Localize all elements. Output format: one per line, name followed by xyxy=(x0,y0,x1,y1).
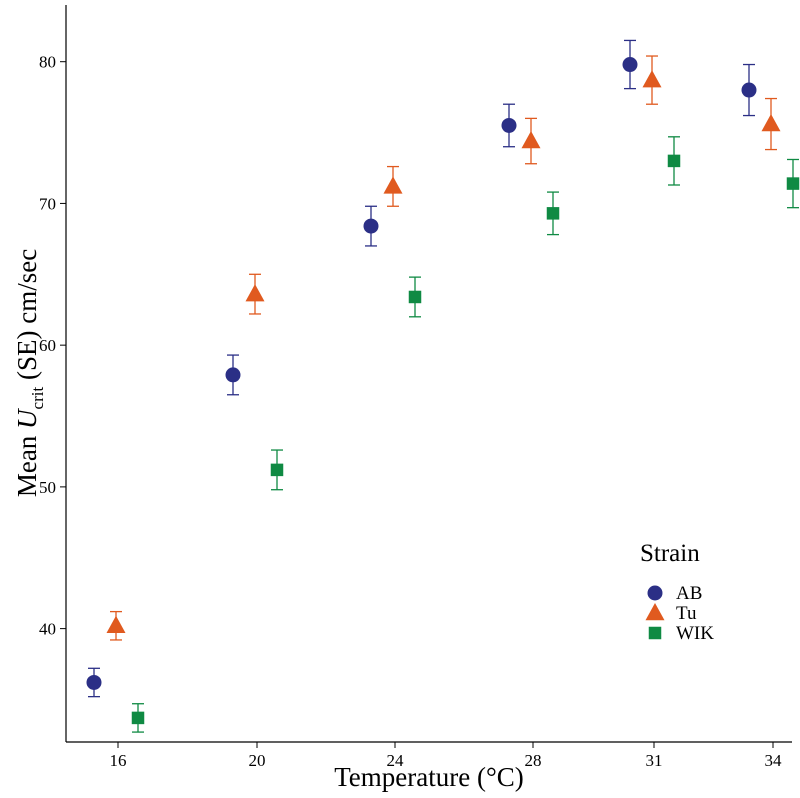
series-tu xyxy=(106,55,781,641)
y-axis-title-symbol: U xyxy=(12,408,42,429)
data-point-ab xyxy=(501,117,517,133)
data-point-wik xyxy=(667,154,681,168)
legend-label-ab: AB xyxy=(676,583,702,604)
x-tick-label: 24 xyxy=(387,751,405,770)
y-tick-label: 50 xyxy=(39,478,56,497)
x-ticks: 16 20 24 28 31 34 xyxy=(110,742,783,770)
data-point-ab xyxy=(363,218,379,234)
legend-marker-tu xyxy=(645,603,665,621)
data-point-ab xyxy=(86,674,102,690)
x-tick-label: 16 xyxy=(110,751,127,770)
x-axis-title: Temperature (°C) xyxy=(334,762,524,792)
data-point-wik xyxy=(270,463,284,477)
data-point-tu xyxy=(383,176,403,194)
data-point-tu xyxy=(245,284,265,302)
y-tick-label: 40 xyxy=(39,620,56,639)
data-point-wik xyxy=(408,290,422,304)
y-axis-title-tail: (SE) cm/sec xyxy=(12,249,42,387)
data-point-wik xyxy=(546,207,560,220)
y-tick-label: 70 xyxy=(39,194,56,213)
series-ab xyxy=(86,39,757,698)
legend-title: Strain xyxy=(640,540,700,567)
legend-marker-wik xyxy=(648,626,662,640)
legend-label-wik: WIK xyxy=(676,623,714,644)
y-axis-title-subscript: crit xyxy=(28,387,47,410)
y-ticks: 40 50 60 70 80 xyxy=(39,53,66,639)
legend-marker-ab xyxy=(647,585,663,601)
y-tick-label: 60 xyxy=(39,336,56,355)
x-tick-label: 31 xyxy=(646,751,663,770)
axes xyxy=(65,5,792,743)
y-axis-title: Mean Ucrit (SE) cm/sec xyxy=(12,249,47,497)
data-point-ab xyxy=(741,82,757,98)
data-points xyxy=(86,39,800,733)
x-tick-label: 28 xyxy=(525,751,542,770)
series-wik xyxy=(131,136,800,733)
x-tick-label: 20 xyxy=(249,751,266,770)
data-point-tu xyxy=(521,131,541,149)
data-point-tu xyxy=(642,70,662,88)
legend-label-tu: Tu xyxy=(676,603,697,624)
y-tick-label: 80 xyxy=(39,53,56,72)
y-axis-title-main: Mean xyxy=(12,429,42,497)
x-tick-label: 34 xyxy=(765,751,783,770)
data-point-tu xyxy=(106,615,126,633)
data-point-tu xyxy=(761,114,781,132)
data-point-ab xyxy=(225,367,241,383)
data-point-ab xyxy=(622,57,638,73)
data-point-wik xyxy=(786,177,800,190)
data-point-wik xyxy=(131,711,145,725)
